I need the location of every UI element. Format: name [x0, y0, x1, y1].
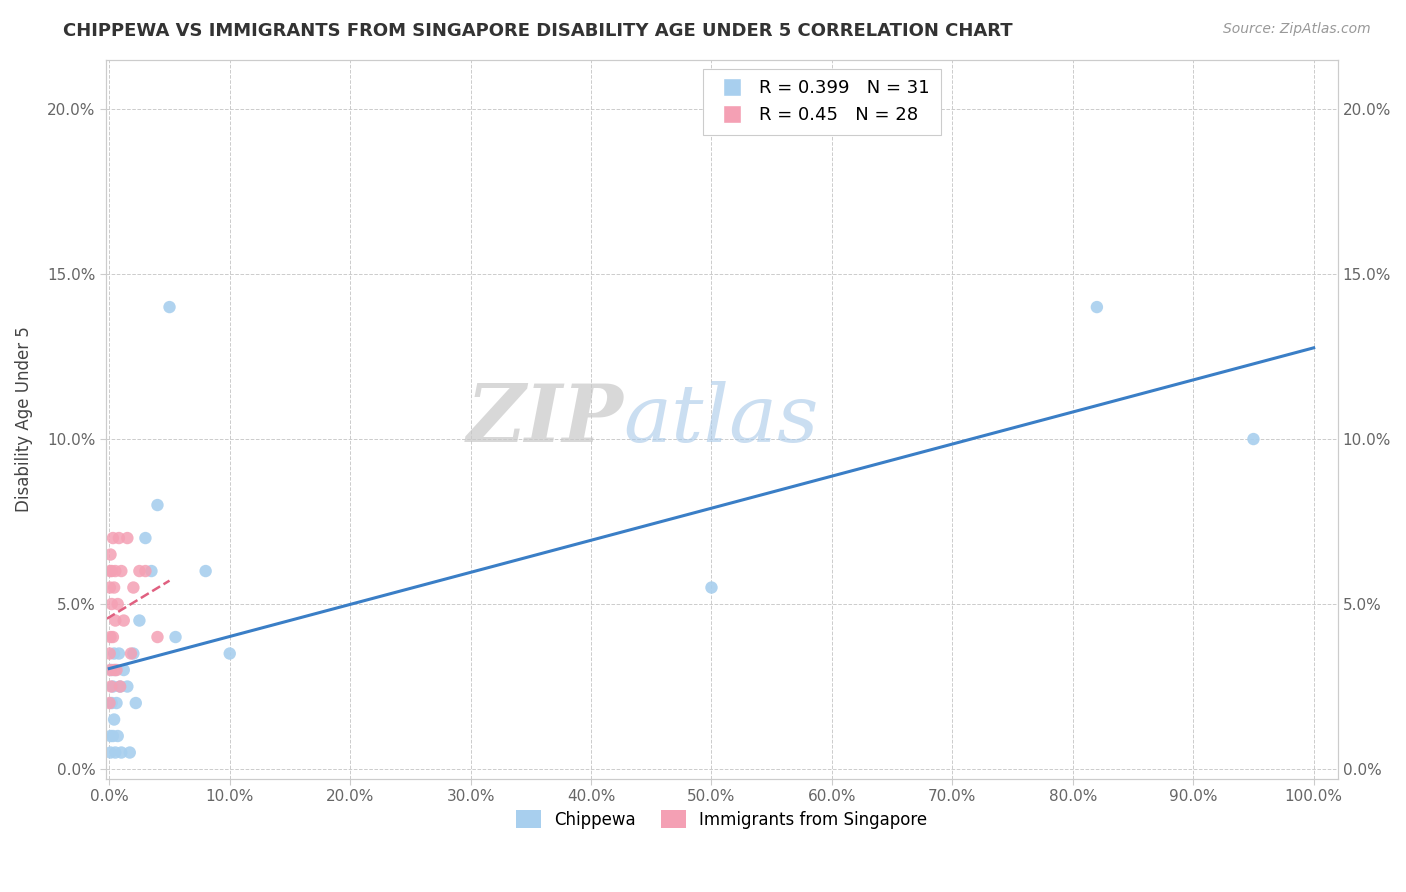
Point: [107, 597, 129, 611]
Point: [146, 630, 169, 644]
Text: Source: ZipAtlas.com: Source: ZipAtlas.com: [1223, 22, 1371, 37]
Point: [112, 663, 135, 677]
Point: [122, 647, 145, 661]
Point: [103, 647, 125, 661]
Point: [122, 581, 145, 595]
Point: [98, 696, 121, 710]
Legend: Chippewa, Immigrants from Singapore: Chippewa, Immigrants from Singapore: [509, 804, 934, 835]
Point: [108, 531, 131, 545]
Point: [105, 696, 128, 710]
Point: [104, 746, 127, 760]
Point: [128, 614, 150, 628]
Point: [1243, 432, 1265, 446]
Point: [117, 680, 139, 694]
Text: CHIPPEWA VS IMMIGRANTS FROM SINGAPORE DISABILITY AGE UNDER 5 CORRELATION CHART: CHIPPEWA VS IMMIGRANTS FROM SINGAPORE DI…: [63, 22, 1012, 40]
Point: [100, 597, 122, 611]
Y-axis label: Disability Age Under 5: Disability Age Under 5: [15, 326, 32, 512]
Point: [125, 696, 148, 710]
Point: [101, 630, 124, 644]
Point: [98, 663, 121, 677]
Point: [108, 647, 131, 661]
Point: [194, 564, 217, 578]
Point: [134, 564, 156, 578]
Point: [98, 564, 121, 578]
Point: [117, 531, 139, 545]
Point: [165, 630, 187, 644]
Point: [100, 680, 122, 694]
Point: [104, 564, 127, 578]
Point: [700, 581, 723, 595]
Point: [110, 564, 132, 578]
Point: [100, 663, 122, 677]
Point: [100, 729, 122, 743]
Point: [100, 630, 122, 644]
Point: [107, 729, 129, 743]
Point: [103, 663, 125, 677]
Text: atlas: atlas: [623, 381, 818, 458]
Point: [101, 531, 124, 545]
Point: [100, 548, 122, 562]
Point: [105, 663, 128, 677]
Point: [98, 647, 121, 661]
Point: [112, 614, 135, 628]
Point: [108, 680, 131, 694]
Point: [108, 680, 131, 694]
Text: ZIP: ZIP: [467, 381, 623, 458]
Point: [100, 564, 122, 578]
Point: [110, 746, 132, 760]
Point: [1085, 300, 1108, 314]
Point: [103, 581, 125, 595]
Point: [100, 696, 122, 710]
Point: [101, 680, 124, 694]
Point: [101, 729, 124, 743]
Point: [218, 647, 240, 661]
Point: [141, 564, 163, 578]
Point: [98, 581, 121, 595]
Point: [104, 663, 127, 677]
Point: [103, 713, 125, 727]
Point: [134, 531, 156, 545]
Point: [146, 498, 169, 512]
Point: [159, 300, 181, 314]
Point: [128, 564, 150, 578]
Point: [118, 746, 141, 760]
Point: [104, 614, 127, 628]
Point: [100, 746, 122, 760]
Point: [120, 647, 142, 661]
